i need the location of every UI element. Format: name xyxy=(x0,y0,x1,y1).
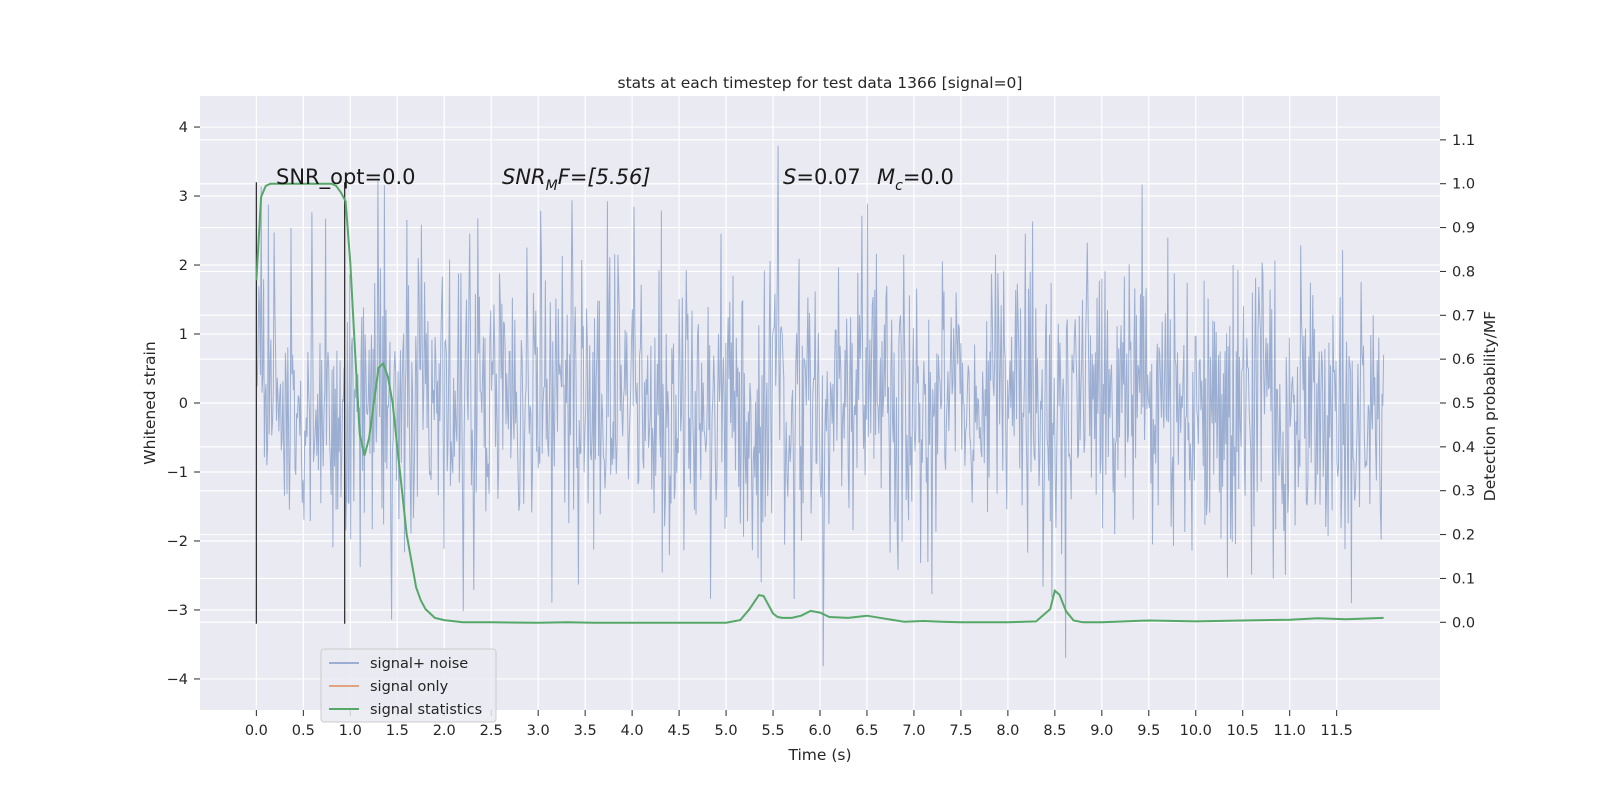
legend: signal+ noise signal only signal statist… xyxy=(320,648,497,723)
y-axis-label: Whitened strain xyxy=(141,341,159,464)
snr-mf-rest: F=[5.56] xyxy=(558,165,651,189)
annotation-s: S=0.07 xyxy=(783,165,861,189)
grid-lines xyxy=(200,96,1440,710)
s-value: =0.07 xyxy=(796,165,860,189)
x-tick-label: 7.0 xyxy=(902,723,925,739)
y-tick-label: −3 xyxy=(167,603,188,619)
x-tick-label: 1.0 xyxy=(339,723,362,739)
mc-subscript: c xyxy=(895,178,903,194)
legend-box xyxy=(320,648,497,723)
chart-title: stats at each timestep for test data 136… xyxy=(618,74,1023,92)
y2-tick-label: 0.1 xyxy=(1452,571,1475,587)
x-tick-label: 4.5 xyxy=(668,723,691,739)
legend-label-statistics: signal statistics xyxy=(370,702,482,718)
x-tick-label: 8.5 xyxy=(1043,723,1066,739)
snr-mf-subscript: M xyxy=(546,178,558,194)
y2-tick-label: 0.7 xyxy=(1452,308,1475,324)
x-tick-label: 9.0 xyxy=(1090,723,1113,739)
x-tick-label: 10.5 xyxy=(1227,723,1259,739)
y-tick-label: 2 xyxy=(179,258,188,274)
snr-mf-base: SNR xyxy=(502,165,546,189)
x-tick-label: 3.5 xyxy=(574,723,597,739)
y-tick-label: 1 xyxy=(179,327,188,343)
y2-tick-label: 0.4 xyxy=(1452,440,1475,456)
y2-tick-label: 0.5 xyxy=(1452,396,1475,412)
noise-trace xyxy=(255,145,1385,667)
y2-axis-label: Detection probability/MF xyxy=(1481,311,1499,502)
axis-ticks: 0.0 0.5 1.0 1.5 2.0 2.5 3.0 3.5 4.0 4.5 5.0 5.5 6.0 6… xyxy=(167,120,1475,739)
y2-tick-label: 1.0 xyxy=(1452,177,1475,193)
x-tick-label: 8.0 xyxy=(996,723,1019,739)
y2-tick-label: 1.1 xyxy=(1452,133,1475,149)
s-base: S xyxy=(783,165,796,189)
mc-base: M xyxy=(877,165,895,189)
y2-tick-label: 0.3 xyxy=(1452,484,1475,500)
x-tick-label: 10.0 xyxy=(1180,723,1212,739)
x-tick-label: 5.0 xyxy=(715,723,738,739)
y2-tick-label: 0.0 xyxy=(1452,615,1475,631)
annotation-mc: Mc=0.0 xyxy=(877,165,954,194)
y-tick-label: −1 xyxy=(167,465,188,481)
y-tick-label: −4 xyxy=(167,672,188,688)
x-tick-label: 7.5 xyxy=(949,723,972,739)
legend-label-signal-only: signal only xyxy=(370,679,449,695)
y2-tick-label: 0.2 xyxy=(1452,528,1475,544)
y-tick-label: 4 xyxy=(179,120,188,136)
y2-tick-label: 0.9 xyxy=(1452,221,1475,237)
mc-value: =0.0 xyxy=(903,165,954,189)
marker-lines xyxy=(255,182,346,624)
y-tick-label: 3 xyxy=(179,189,188,205)
x-tick-label: 2.5 xyxy=(480,723,503,739)
x-tick-label: 9.5 xyxy=(1137,723,1160,739)
legend-label-noise: signal+ noise xyxy=(370,656,468,672)
x-tick-label: 4.0 xyxy=(621,723,644,739)
y-tick-label: −2 xyxy=(167,534,188,550)
x-tick-label: 11.0 xyxy=(1274,723,1306,739)
x-tick-label: 3.0 xyxy=(527,723,550,739)
x-axis-label: Time (s) xyxy=(787,746,851,764)
y2-tick-label: 0.6 xyxy=(1452,352,1475,368)
y2-tick-label: 0.8 xyxy=(1452,264,1475,280)
annotations: SNR_opt=0.0 SNRMF=[5.56] S=0.07 Mc=0.0 xyxy=(276,165,954,194)
x-tick-label: 6.5 xyxy=(855,723,878,739)
x-tick-label: 11.5 xyxy=(1321,723,1353,739)
y-tick-label: 0 xyxy=(179,396,188,412)
x-tick-label: 0.5 xyxy=(292,723,315,739)
x-tick-label: 5.5 xyxy=(761,723,784,739)
x-tick-label: 6.0 xyxy=(808,723,831,739)
annotation-snr-opt: SNR_opt=0.0 xyxy=(276,165,416,190)
signal-statistics-line xyxy=(255,182,1384,624)
x-tick-label: 0.0 xyxy=(245,723,268,739)
noise-trace-path xyxy=(255,145,1385,667)
x-tick-label: 2.0 xyxy=(433,723,456,739)
annotation-snr-mf: SNRMF=[5.56] xyxy=(502,165,651,194)
x-tick-label: 1.5 xyxy=(386,723,409,739)
